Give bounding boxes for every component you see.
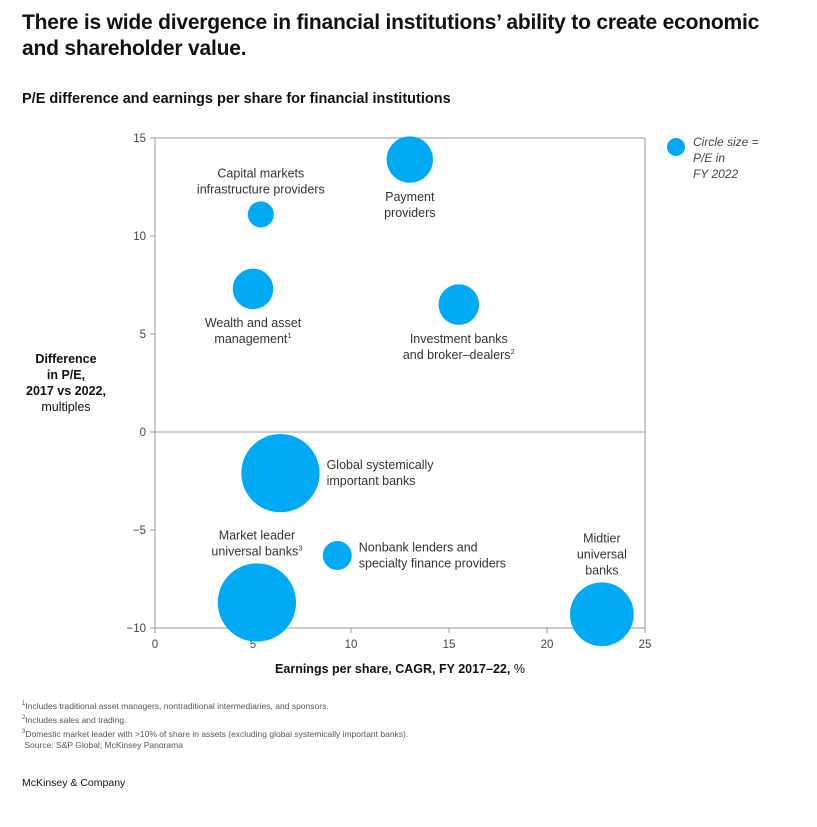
legend-bubble-icon — [667, 138, 685, 156]
bubble — [386, 136, 433, 183]
plot-frame — [154, 137, 646, 629]
y-tick-label: −10 — [126, 623, 146, 635]
bubble — [438, 284, 480, 325]
x-axis-label: Earnings per share, CAGR, FY 2017–22, % — [155, 662, 645, 676]
y-tick-label: −5 — [133, 525, 146, 537]
x-axis-label-text: Earnings per share, CAGR, FY 2017–22, — [275, 662, 511, 676]
x-tick-label: 20 — [541, 639, 554, 651]
bubble-label: Payment providers — [384, 190, 435, 220]
bubble-label: Global systemically important banks — [327, 458, 435, 488]
y-tick-label: 15 — [133, 133, 146, 145]
y-tick-label: 5 — [140, 329, 146, 341]
bubble-label: Wealth and asset management1 — [205, 316, 302, 346]
bubble — [241, 434, 320, 513]
y-axis-label-line3: 2017 vs 2022, — [26, 384, 106, 398]
bubble — [232, 268, 274, 310]
bubble-label: Investment banks and broker–dealers2 — [403, 332, 515, 362]
x-tick-label: 0 — [152, 639, 158, 651]
footnotes: 1Includes traditional asset managers, no… — [22, 698, 408, 751]
chart-title: There is wide divergence in financial in… — [22, 11, 760, 60]
bubble — [247, 201, 274, 228]
y-axis-label: Difference in P/E, 2017 vs 2022, multipl… — [14, 351, 118, 415]
bubble-label: Midtier universal banks — [577, 531, 627, 577]
x-tick-label: 15 — [443, 639, 456, 651]
bubble — [569, 582, 634, 647]
y-axis-label-line4: multiples — [41, 400, 91, 414]
x-tick-label: 10 — [345, 639, 358, 651]
bubble — [217, 563, 297, 642]
y-axis-label-line1: Difference — [35, 352, 97, 366]
y-axis-label-line2: in P/E, — [46, 368, 86, 382]
legend-line1: Circle size = — [693, 135, 759, 149]
footnote-3: 3Domestic market leader with >10% of sha… — [22, 728, 409, 739]
legend: Circle size = P/E in FY 2022 — [693, 134, 793, 182]
bubble — [322, 540, 352, 570]
footnote-2: 2Includes sales and trading. — [22, 714, 127, 725]
legend-line3: FY 2022 — [693, 167, 739, 181]
chart-subtitle: P/E difference and earnings per share fo… — [22, 91, 451, 107]
bubble-label: Capital markets infrastructure providers — [197, 166, 325, 196]
x-tick-label: 25 — [639, 639, 652, 651]
y-tick-label: 0 — [140, 427, 146, 439]
bubble-label: Market leader universal banks3 — [211, 528, 302, 558]
brand-logo-text: McKinsey & Company — [22, 777, 126, 789]
x-tick-label: 5 — [250, 639, 256, 651]
footnote-1: 1Includes traditional asset managers, no… — [22, 700, 329, 711]
source-note: Source: S&P Global; McKinsey Panorama — [24, 740, 183, 751]
legend-line2: P/E in — [693, 151, 726, 165]
bubble-label: Nonbank lenders and specialty finance pro… — [359, 540, 506, 570]
y-tick-label: 10 — [133, 231, 146, 243]
x-axis-label-unit: % — [513, 662, 525, 676]
